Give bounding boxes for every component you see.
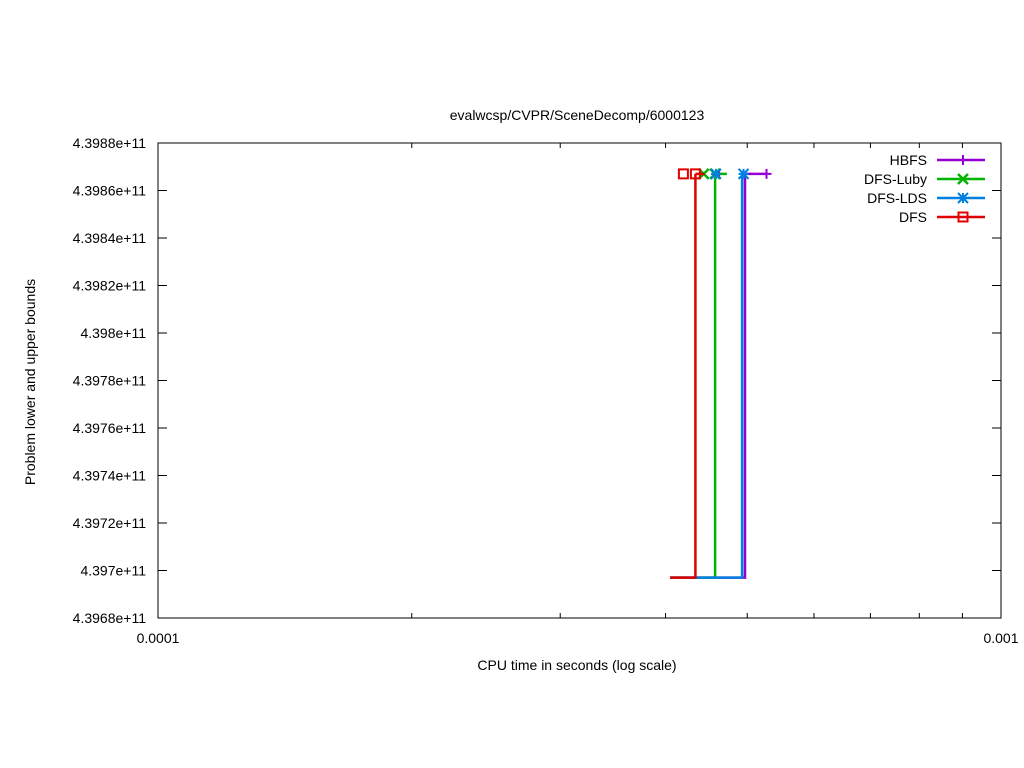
legend-marker-hbfs <box>958 155 968 165</box>
y-tick-label: 4.3988e+11 <box>73 135 147 151</box>
axis-ticks: 4.3968e+11 4.397e+11 4.3972e+11 4.3974e+11 4… <box>73 135 1019 646</box>
legend-entry-dfs-luby: DFS-Luby <box>864 171 985 187</box>
y-tick-label: 4.3978e+11 <box>73 373 147 389</box>
series-dfs <box>670 168 705 579</box>
series-hbfs <box>670 168 772 579</box>
legend-label-hbfs: HBFS <box>890 152 927 168</box>
plot-area <box>157 142 1002 619</box>
legend-entry-hbfs: HBFS <box>890 152 985 168</box>
legend-marker-dfs-lds <box>957 192 969 204</box>
legend-marker-dfs <box>957 211 969 223</box>
legend-marker-dfs-luby <box>957 173 969 185</box>
lower-bound-line-dfs-lds <box>670 173 744 579</box>
chart-title: evalwcsp/CVPR/SceneDecomp/6000123 <box>450 107 705 123</box>
data-point-hbfs <box>761 168 772 179</box>
data-point-dfs <box>677 168 689 180</box>
legend: HBFS DFS-Luby DFS-LDS DFS <box>864 152 985 225</box>
legend-label-dfs-lds: DFS-LDS <box>867 190 927 206</box>
legend-entry-dfs-lds: DFS-LDS <box>867 190 985 206</box>
lower-bound-line-hbfs <box>670 173 747 579</box>
y-tick-label: 4.397e+11 <box>80 563 146 579</box>
x-tick-label: 0.001 <box>983 630 1018 646</box>
y-tick-label: 4.3976e+11 <box>73 420 147 436</box>
y-tick-label: 4.3986e+11 <box>73 183 147 199</box>
y-tick-label: 4.3972e+11 <box>73 515 147 531</box>
y-tick-label: 4.3974e+11 <box>73 468 147 484</box>
y-tick-label: 4.3968e+11 <box>73 610 147 626</box>
lower-bound-line-dfs <box>670 173 697 579</box>
data-point-dfs-lds <box>710 168 722 180</box>
data-point-dfs <box>689 168 701 180</box>
legend-label-dfs-luby: DFS-Luby <box>864 171 927 187</box>
series-dfs-luby <box>670 167 727 579</box>
lower-bound-line-dfs-luby <box>670 173 717 579</box>
series-dfs-lds <box>670 168 750 579</box>
data-point-dfs-lds <box>737 168 750 180</box>
x-axis-label: CPU time in seconds (log scale) <box>477 657 676 673</box>
x-tick-label: 0.0001 <box>137 630 180 646</box>
legend-entry-dfs: DFS <box>899 209 985 225</box>
legend-label-dfs: DFS <box>899 209 927 225</box>
y-tick-label: 4.398e+11 <box>80 325 146 341</box>
y-axis-label: Problem lower and upper bounds <box>22 279 38 485</box>
y-tick-label: 4.3984e+11 <box>73 230 147 246</box>
y-tick-label: 4.3982e+11 <box>73 278 147 294</box>
series-group <box>670 167 772 579</box>
